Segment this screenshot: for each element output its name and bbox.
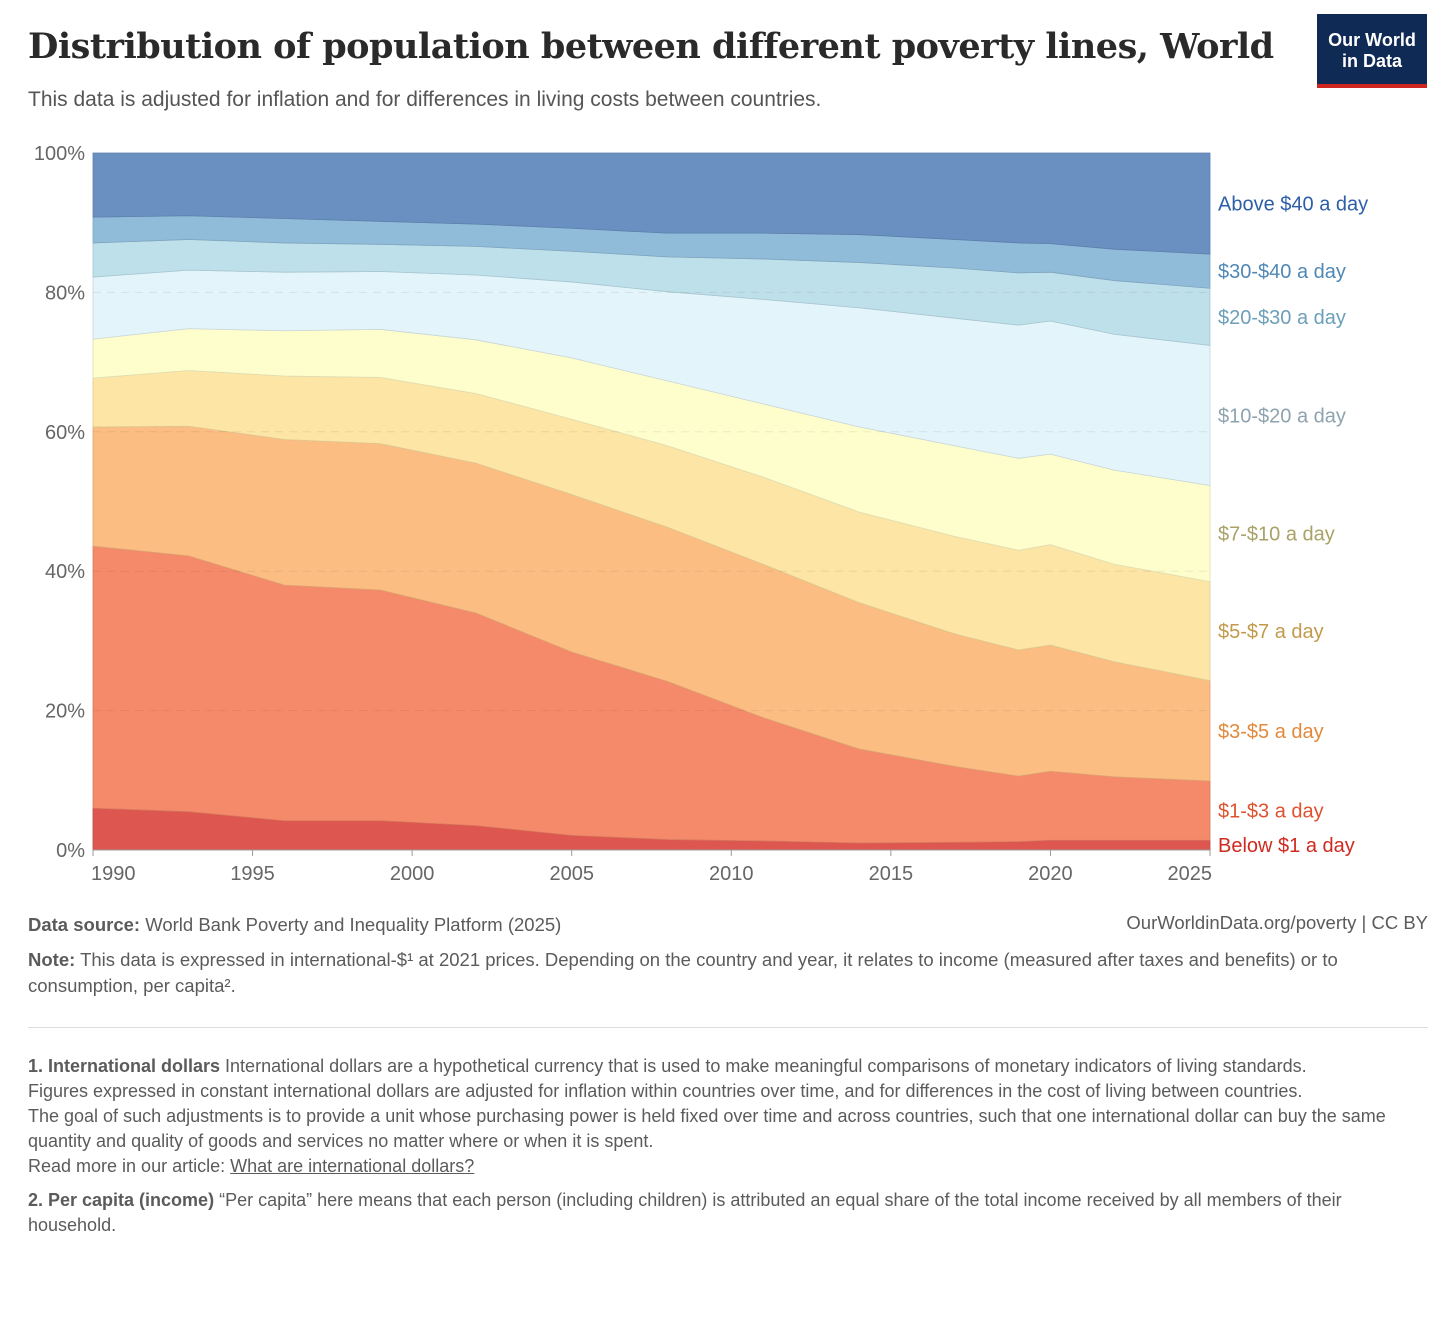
footnote-1-text: International dollars are a hypothetical… xyxy=(220,1056,1307,1076)
x-tick-label: 2020 xyxy=(1028,863,1073,885)
stacked-area-chart: 0% 20% 40% 60% 80% 100% 1990 1995 2000 2005 2010 2… xyxy=(34,143,1368,885)
x-tick-label: 1995 xyxy=(230,863,275,885)
y-axis: 0% 20% 40% 60% 80% 100% xyxy=(34,143,1210,862)
footnote-1: 1. International dollars International d… xyxy=(28,1054,1388,1079)
y-tick-label: 20% xyxy=(45,701,85,723)
series-label: $1-$3 a day xyxy=(1218,801,1324,823)
owid-logo[interactable]: Our World in Data xyxy=(1317,14,1427,88)
series-label: $30-$40 a day xyxy=(1218,261,1346,283)
series-label: Above $40 a day xyxy=(1218,194,1368,216)
series-label: $3-$5 a day xyxy=(1218,721,1324,743)
read-more-text: Read more in our article: xyxy=(28,1156,231,1176)
x-tick-label: 2015 xyxy=(869,863,914,885)
x-axis: 1990 1995 2000 2005 2010 2015 2020 2025 xyxy=(91,850,1212,885)
x-tick-label: 2010 xyxy=(709,863,754,885)
international-dollars-link[interactable]: What are international dollars? xyxy=(230,1156,475,1176)
x-tick-label: 1990 xyxy=(91,863,136,885)
series-label: $5-$7 a day xyxy=(1218,621,1324,643)
x-tick-label: 2000 xyxy=(390,863,435,885)
footnote-1-p2: Figures expressed in constant internatio… xyxy=(28,1081,1303,1101)
source-label: Data source: xyxy=(28,914,141,935)
y-tick-label: 40% xyxy=(45,561,85,583)
series-label: $7-$10 a day xyxy=(1218,524,1335,546)
series-labels: Below $1 a day $1-$3 a day $3-$5 a day $5-$… xyxy=(1218,194,1368,858)
footnotes: 1. International dollars International d… xyxy=(28,1054,1388,1238)
y-tick-label: 80% xyxy=(45,282,85,304)
data-source: Data source: World Bank Poverty and Ineq… xyxy=(28,912,561,938)
footnote-2-text: “Per capita” here means that each person… xyxy=(28,1190,1342,1235)
x-tick-label: 2005 xyxy=(549,863,594,885)
divider xyxy=(28,1027,1428,1028)
footnote-1-read: Read more in our article: What are inter… xyxy=(28,1154,1388,1179)
area-layer xyxy=(92,152,1211,851)
logo-line-2: in Data xyxy=(1341,51,1402,71)
footnote-2: 2. Per capita (income) “Per capita” here… xyxy=(28,1188,1388,1238)
series-label: Below $1 a day xyxy=(1218,835,1355,857)
series-label: $10-$20 a day xyxy=(1218,405,1346,427)
footnote-1-title: 1. International dollars xyxy=(28,1056,221,1076)
note-text: This data is expressed in international-… xyxy=(28,949,1338,996)
chart-title: Distribution of population between diffe… xyxy=(28,26,1274,67)
credit-link[interactable]: OurWorldinData.org/poverty | CC BY xyxy=(1126,912,1428,933)
series-label: $20-$30 a day xyxy=(1218,307,1346,329)
note-label: Note: xyxy=(28,949,76,970)
footnote-1-p3: The goal of such adjustments is to provi… xyxy=(28,1106,1386,1151)
y-tick-label: 60% xyxy=(45,422,85,444)
logo-line-1: Our World xyxy=(1328,30,1416,50)
footnote-2-title: 2. Per capita (income) xyxy=(28,1190,215,1210)
chart-subtitle: This data is adjusted for inflation and … xyxy=(28,88,822,111)
x-tick-label: 2025 xyxy=(1168,863,1213,885)
note: Note: This data is expressed in internat… xyxy=(28,947,1428,999)
y-tick-label: 0% xyxy=(56,840,85,862)
source-text: World Bank Poverty and Inequality Platfo… xyxy=(140,914,562,935)
y-tick-label: 100% xyxy=(34,143,85,165)
gridlines xyxy=(93,291,1210,712)
area-above-40-a-day xyxy=(92,152,1211,255)
